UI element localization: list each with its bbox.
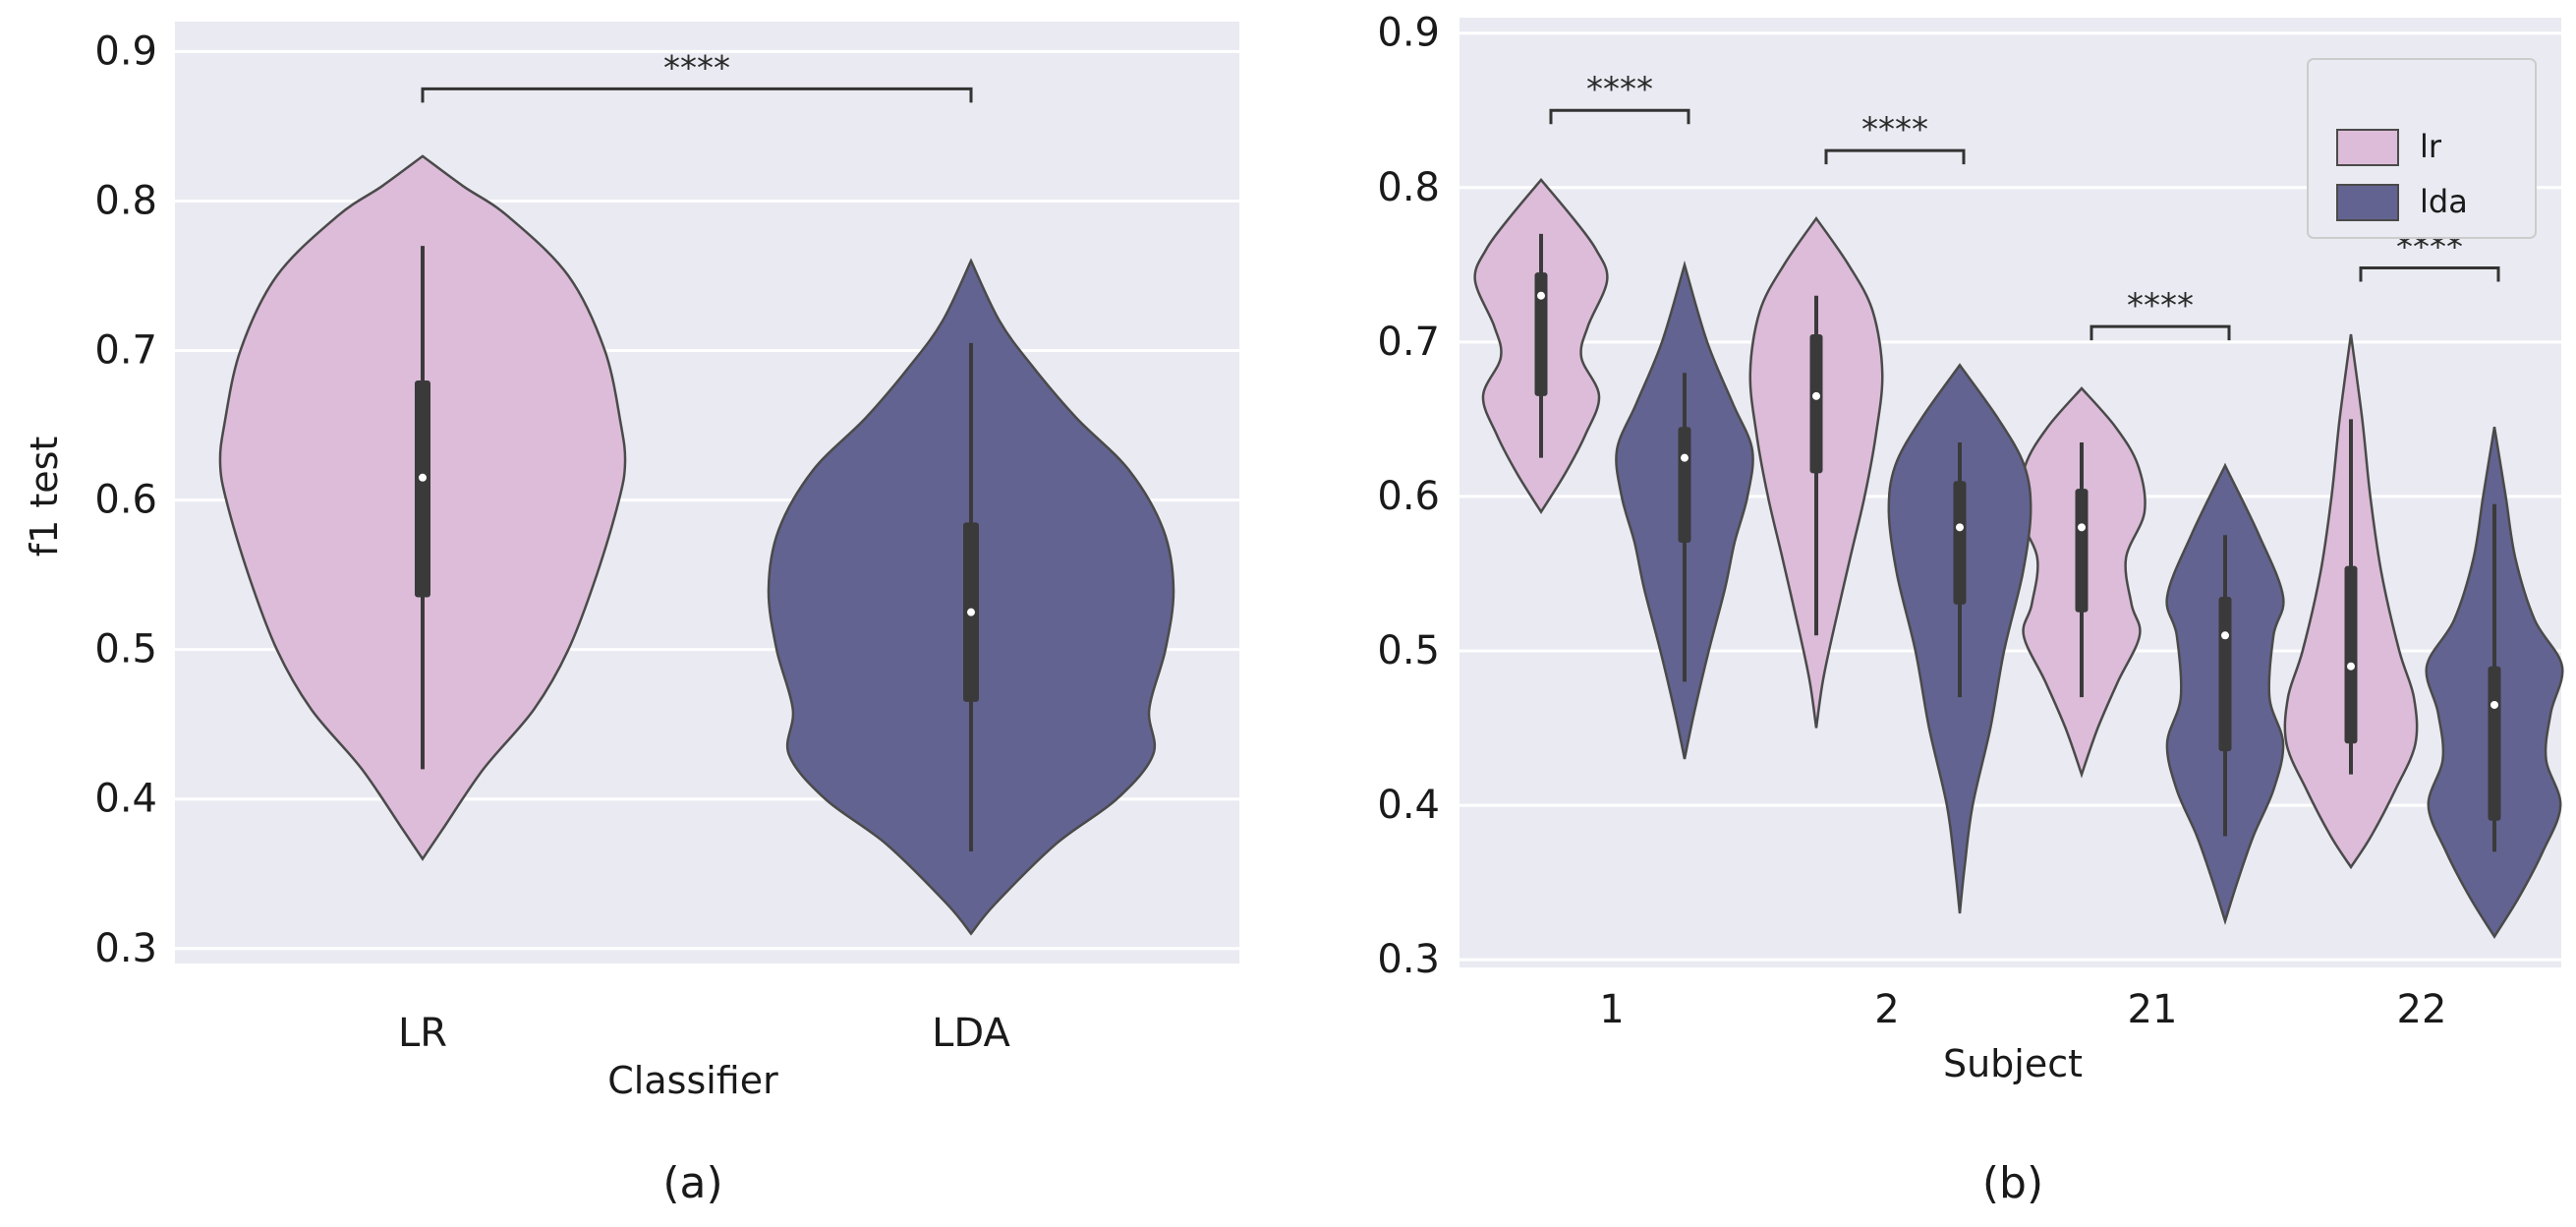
panel-label-b: (b) — [1982, 1158, 2043, 1208]
x-tick-label: LR — [398, 1011, 447, 1056]
x-tick-label: 22 — [2397, 987, 2447, 1032]
iqr-box-lr-21 — [2075, 489, 2089, 613]
iqr-box-lda-2 — [1953, 481, 1967, 605]
significance-label: **** — [663, 48, 730, 88]
median-dot-lr-22 — [2347, 662, 2355, 671]
y-tick-label: 0.4 — [94, 777, 157, 822]
significance-bracket — [421, 87, 973, 103]
y-tick-label: 0.8 — [1377, 165, 1440, 210]
median-dot-lda-21 — [2221, 631, 2229, 640]
median-dot-lda-2 — [1956, 523, 1964, 532]
y-tick-label: 0.3 — [94, 926, 157, 971]
median-dot-LDA — [967, 608, 975, 616]
x-tick-label: LDA — [932, 1011, 1010, 1056]
y-tick-label: 0.6 — [94, 478, 157, 523]
x-tick-label: 21 — [2128, 987, 2178, 1032]
panel-label-a: (a) — [662, 1158, 722, 1208]
y-tick-label: 0.4 — [1377, 783, 1440, 828]
y-tick-label: 0.5 — [94, 627, 157, 672]
y-tick-label: 0.9 — [94, 29, 157, 74]
iqr-box-lda-22 — [2488, 666, 2501, 821]
x-tick-label: 1 — [1599, 987, 1624, 1032]
y-tick-labels-b: 0.3 0.4 0.5 0.6 0.7 0.8 0.9 — [1377, 11, 1440, 982]
significance-bracket — [2359, 265, 2500, 282]
y-tick-label: 0.5 — [1377, 628, 1440, 673]
significance-annotations-a: **** — [421, 48, 973, 103]
iqr-box-lda-21 — [2218, 597, 2232, 752]
median-dot-lr-2 — [1812, 391, 1820, 400]
y-tick-label: 0.7 — [94, 328, 157, 374]
significance-bracket — [2089, 324, 2231, 341]
iqr-box-LR — [415, 380, 430, 598]
x-axis-label-a: Classifier — [607, 1059, 778, 1102]
y-axis-label-a: f1 test — [23, 437, 66, 557]
legend: lr lda — [2307, 58, 2537, 239]
panel-a: **** 0.3 0.4 0.5 0.6 0.7 0.8 0.9 LR LDA f1 test… — [23, 22, 1239, 1208]
y-tick-label: 0.3 — [1377, 937, 1440, 982]
iqr-box-lr-22 — [2344, 565, 2358, 744]
violins-b — [1473, 177, 2564, 939]
iqr-box-lda-1 — [1678, 427, 1691, 544]
x-tick-labels-b: 1 2 21 22 — [1599, 987, 2446, 1032]
median-dot-lr-21 — [2078, 523, 2086, 532]
iqr-box-lr-1 — [1534, 272, 1548, 396]
median-dot-lda-1 — [1681, 453, 1689, 462]
significance-label: **** — [1861, 110, 1928, 149]
iqr-box-lr-2 — [1809, 334, 1823, 474]
panel-b: **************** lr lda 0.30.40.50.60.70… — [1377, 11, 2564, 1208]
x-axis-label-b: Subject — [1943, 1042, 2083, 1085]
legend-swatch-lr — [2336, 129, 2399, 166]
median-dot-lda-22 — [2490, 700, 2498, 709]
x-tick-label: 2 — [1874, 987, 1899, 1032]
legend-swatch-lda — [2336, 184, 2399, 221]
y-tick-label: 0.9 — [1377, 11, 1440, 56]
y-tick-label: 0.6 — [1377, 474, 1440, 519]
significance-bracket — [1549, 108, 1690, 125]
legend-label-lda: lda — [2420, 183, 2468, 220]
y-tick-label: 0.7 — [1377, 320, 1440, 365]
y-tick-label: 0.8 — [94, 178, 157, 223]
significance-label: **** — [2127, 286, 2194, 325]
median-dot-LR — [419, 473, 427, 482]
x-tick-labels-a: LR LDA — [398, 1011, 1011, 1056]
significance-bracket — [1824, 148, 1966, 165]
significance-annotations-b: **************** — [1549, 70, 2500, 341]
violins-a — [218, 154, 1175, 936]
median-dot-lr-1 — [1537, 291, 1545, 300]
significance-label: **** — [1586, 70, 1653, 109]
legend-label-lr: lr — [2420, 128, 2442, 165]
y-tick-labels-a: 0.3 0.4 0.5 0.6 0.7 0.8 0.9 — [94, 29, 157, 970]
